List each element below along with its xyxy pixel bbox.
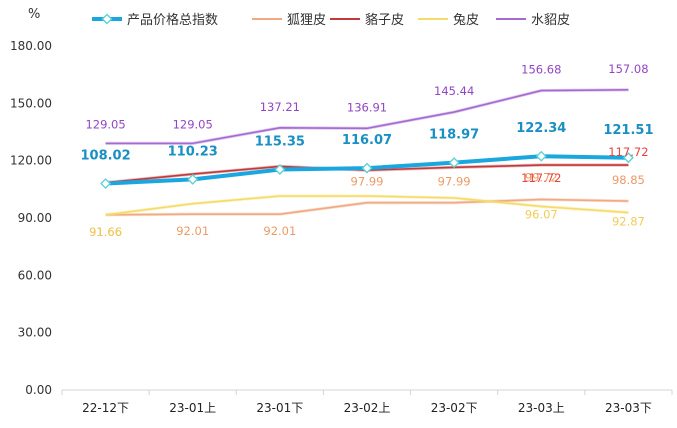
y-tick-label: 180.00 xyxy=(10,39,52,53)
data-label: 156.68 xyxy=(521,63,561,77)
data-label: 129.05 xyxy=(85,117,125,131)
series-line xyxy=(105,198,629,216)
data-labels: 108.02 110.23 115.35 116.07 118.97 122.34 121.… xyxy=(80,62,653,239)
data-label: 97.99 xyxy=(351,175,384,189)
data-label: 136.91 xyxy=(347,100,387,114)
data-label: 96.07 xyxy=(525,207,558,221)
y-tick-label: 120.00 xyxy=(10,154,52,168)
data-point-marker xyxy=(274,164,286,176)
x-tick-label: 23-03下 xyxy=(605,401,652,415)
y-tick-label: 60.00 xyxy=(18,268,52,282)
data-label: 91.66 xyxy=(89,225,122,239)
data-label: 117.72 xyxy=(608,145,648,159)
x-tick-label: 23-01下 xyxy=(256,401,303,415)
data-label: 92.87 xyxy=(612,215,645,229)
data-point-marker xyxy=(100,178,112,190)
legend-label: 产品价格总指数 xyxy=(127,12,218,28)
data-label: 110.23 xyxy=(168,144,218,159)
data-label: 145.44 xyxy=(434,84,474,98)
data-label: 99.72 xyxy=(525,170,558,184)
data-label: 157.08 xyxy=(608,62,648,76)
data-label: 98.85 xyxy=(612,173,645,187)
x-axis: 22-12下 23-01上 23-01下 23-02上 23-02下 23-03上 23-0… xyxy=(61,389,673,415)
x-tick-label: 23-03上 xyxy=(518,401,565,415)
legend-label: 兔皮 xyxy=(453,13,479,28)
legend-label: 貉子皮 xyxy=(365,12,404,28)
data-label: 121.51 xyxy=(603,123,653,138)
data-label: 97.99 xyxy=(438,175,471,189)
data-label: 118.97 xyxy=(429,128,479,143)
data-label: 137.21 xyxy=(260,100,300,114)
data-label: 122.34 xyxy=(516,121,566,136)
data-label: 129.05 xyxy=(173,117,213,131)
x-tick-label: 23-02上 xyxy=(344,401,391,415)
series-lines xyxy=(100,88,634,217)
data-point-marker xyxy=(187,173,199,185)
legend-label: 水貂皮 xyxy=(531,13,570,28)
data-point-marker xyxy=(448,157,460,169)
x-tick-label: 22-12下 xyxy=(82,401,129,415)
y-tick-label: 30.00 xyxy=(18,326,52,340)
data-label: 92.01 xyxy=(176,224,209,238)
y-axis-unit: % xyxy=(28,7,40,22)
x-tick-label: 23-01上 xyxy=(169,401,216,415)
data-label: 117.72 xyxy=(521,171,561,185)
legend: 产品价格总指数 狐狸皮 貉子皮 兔皮 水貂皮 xyxy=(92,12,570,28)
data-label: 92.01 xyxy=(263,224,296,238)
series-line xyxy=(105,195,629,216)
data-label: 116.07 xyxy=(342,133,392,148)
x-tick-label: 23-02下 xyxy=(431,401,478,415)
data-point-marker xyxy=(535,150,547,162)
data-point-marker xyxy=(622,152,634,164)
data-label: 108.02 xyxy=(80,149,130,164)
data-label: 91.66 xyxy=(89,225,122,239)
data-point-marker xyxy=(361,162,373,174)
data-label: 115.35 xyxy=(255,135,305,150)
y-axis: 0.00 30.00 60.00 90.00 120.00 150.00 180.00 xyxy=(10,39,52,397)
y-tick-label: 0.00 xyxy=(25,383,52,397)
y-tick-label: 150.00 xyxy=(10,96,52,110)
legend-marker xyxy=(101,13,113,25)
series-line xyxy=(105,89,629,145)
legend-label: 狐狸皮 xyxy=(287,13,326,28)
y-tick-label: 90.00 xyxy=(18,211,52,225)
